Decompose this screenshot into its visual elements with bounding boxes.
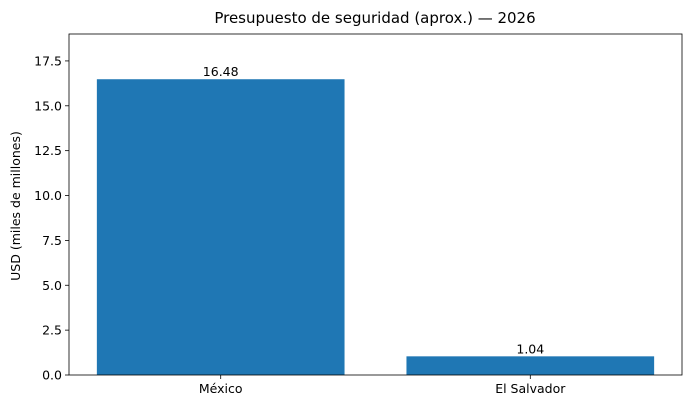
bar-1 [96, 79, 345, 376]
y-tick-label: 12.5 [34, 143, 62, 158]
y-tick-label: 15.0 [34, 98, 62, 113]
y-tick-label: 17.5 [34, 53, 62, 68]
bar-value-label: 1.04 [516, 341, 544, 356]
y-tick-label: 0.0 [42, 368, 62, 383]
x-tick-label: El Salvador [495, 381, 566, 396]
y-axis-title: USD (miles de millones) [8, 131, 23, 281]
y-tick-label: 7.5 [42, 233, 62, 248]
y-tick-label: 10.0 [34, 188, 62, 203]
bar-value-label: 16.48 [203, 64, 239, 79]
y-tick-label: 5.0 [42, 278, 62, 293]
x-tick-label: México [199, 381, 243, 396]
chart-title: Presupuesto de seguridad (aprox.) — 2026 [214, 9, 535, 27]
y-tick-label: 2.5 [42, 323, 62, 338]
bar-2 [406, 356, 655, 375]
axes-frame [68, 33, 683, 376]
plot-area: 16.48 1.04 0.0 2.5 5.0 7.5 10.0 12.5 15.0 17.5 Méx… [34, 33, 683, 396]
